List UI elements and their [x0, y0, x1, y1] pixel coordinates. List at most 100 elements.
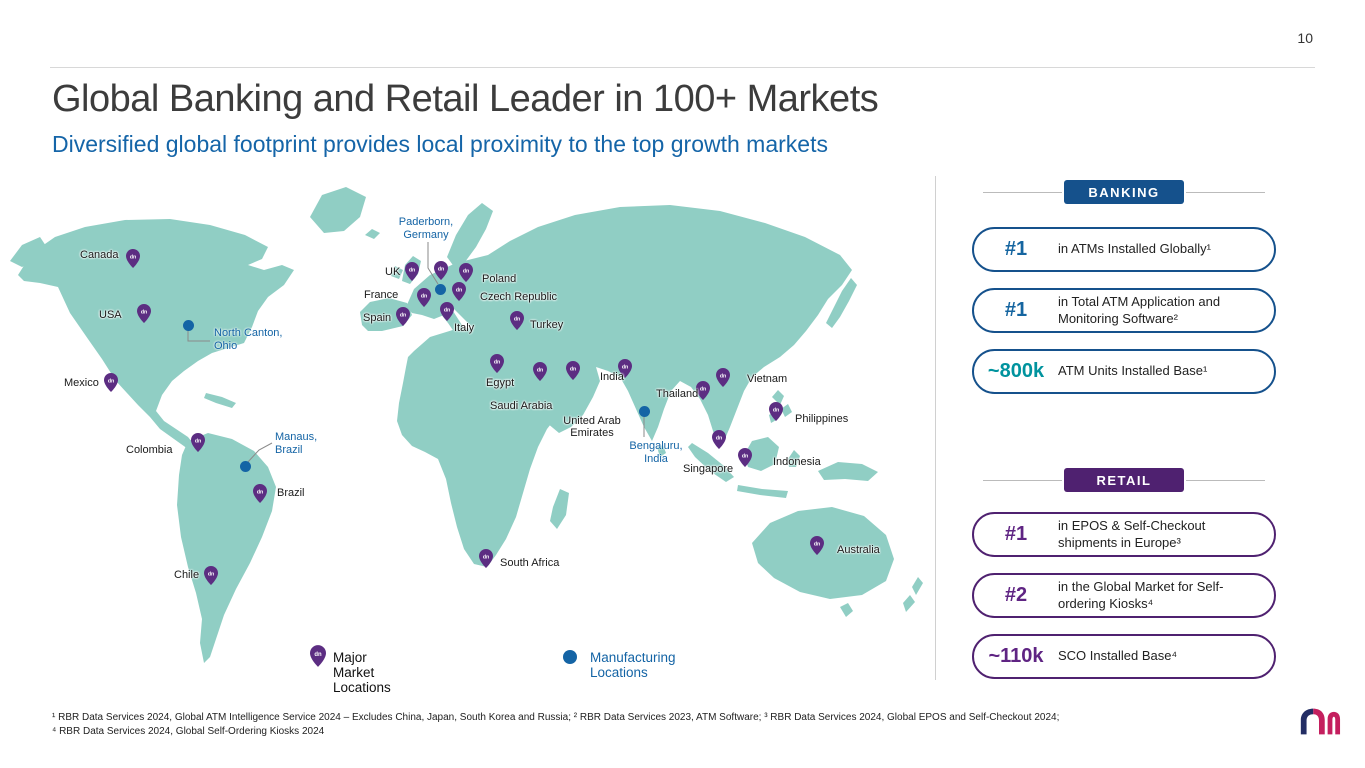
map-label-thailand: Thailand: [656, 388, 699, 400]
continent-north-america: [18, 219, 294, 449]
svg-text:dn: dn: [494, 360, 500, 366]
svg-text:dn: dn: [400, 313, 406, 319]
map-pin-spain: dn: [396, 307, 410, 326]
stat-value: #1: [1004, 299, 1028, 321]
map-pin-colombia: dn: [191, 433, 205, 452]
map-pin-mexico: dn: [104, 373, 118, 392]
manufacturing-label-manaus-brazil: Manaus, Brazil: [275, 431, 318, 456]
map-label-czech-republic: Czech Republic: [480, 291, 558, 303]
stat-value: #2: [1004, 584, 1028, 606]
svg-text:dn: dn: [438, 267, 444, 273]
island-sumatra: [688, 443, 734, 482]
map-label-italy: Italy: [454, 322, 475, 334]
footnote-line-1: ¹ RBR Data Services 2024, Global ATM Int…: [52, 712, 1060, 723]
map-label-colombia: Colombia: [126, 444, 173, 456]
map-label-uk: UK: [385, 266, 401, 278]
svg-text:dn: dn: [314, 652, 322, 658]
map-pin-united-arab-emirates: dn: [566, 361, 580, 380]
stat-description: in ATMs Installed Globally¹: [1058, 241, 1211, 257]
map-pin-saudi-arabia: dn: [533, 362, 547, 381]
slide-subtitle: Diversified global footprint provides lo…: [52, 131, 828, 157]
continent-eurasia: [406, 205, 852, 445]
stat-value: #1: [1004, 238, 1028, 260]
manufacturing-label-paderborn-germany: Paderborn, Germany: [398, 216, 454, 241]
map-pin-egypt: dn: [490, 354, 504, 373]
continent-alaska: [10, 237, 48, 267]
map-label-france: France: [364, 289, 399, 301]
island-greenland: [310, 187, 366, 233]
map-label-brazil: Brazil: [277, 487, 305, 499]
manufacturing-dot-icon: [563, 650, 577, 664]
dn-logo-svg: [1300, 708, 1341, 735]
island-tasmania: [840, 603, 853, 617]
map-pin-uk: dn: [405, 262, 419, 281]
manufacturing-dot-manaus-brazil: [239, 460, 251, 472]
map-label-philippines: Philippines: [795, 413, 849, 425]
map-pin-turkey: dn: [510, 311, 524, 330]
map-label-australia: Australia: [837, 544, 880, 556]
island-borneo: [744, 437, 779, 471]
map-pin-philippines: dn: [769, 402, 783, 421]
major-market-pin-icon: dn: [310, 645, 326, 672]
retail-stat-epos-shipments: #1 in EPOS & Self-Checkout shipments in …: [972, 512, 1276, 557]
map-label-united-arab-emirates: United Arab Emirates: [563, 415, 621, 440]
svg-text:dn: dn: [456, 288, 462, 294]
svg-text:dn: dn: [622, 365, 628, 371]
islands-philippines: [769, 390, 792, 423]
connector-manaus-brazil: [246, 442, 273, 464]
stat-value: ~800k: [987, 360, 1045, 382]
map-pin-poland: dn: [459, 263, 473, 282]
map-label-vietnam: Vietnam: [747, 373, 788, 385]
footnote-line-2: ⁴ RBR Data Services 2024, Global Self-Or…: [52, 726, 325, 737]
svg-text:dn: dn: [444, 308, 450, 314]
island-madagascar: [550, 489, 569, 529]
continent-south-america: [177, 433, 276, 663]
banking-stat-atms-installed: #1 in ATMs Installed Globally¹: [972, 227, 1276, 272]
retail-badge-line-left: [983, 480, 1062, 481]
island-sulawesi: [788, 450, 800, 467]
map-pin-canada: dn: [126, 249, 140, 268]
manufacturing-dot-north-canton-ohio: [182, 319, 194, 331]
banking-badge-line-right: [1186, 192, 1265, 193]
island-great-britain: [402, 256, 421, 284]
retail-section-badge: RETAIL: [1064, 468, 1184, 492]
region-scandinavia: [447, 203, 493, 268]
map-pin-czech-republic: dn: [452, 282, 466, 301]
svg-text:dn: dn: [716, 436, 722, 442]
banking-badge-line-left: [983, 192, 1062, 193]
map-pin-chile: dn: [204, 566, 218, 585]
map-label-south-africa: South Africa: [500, 557, 560, 569]
legend-manufacturing-label: Manufacturing Locations: [590, 650, 676, 680]
svg-text:dn: dn: [463, 269, 469, 275]
map-label-indonesia: Indonesia: [773, 456, 821, 468]
continent-australia: [752, 507, 894, 599]
map-label-india: India: [600, 371, 624, 383]
banking-section-badge: BANKING: [1064, 180, 1184, 204]
island-new-guinea: [818, 462, 878, 481]
svg-text:dn: dn: [141, 310, 147, 316]
svg-text:dn: dn: [720, 374, 726, 380]
region-italy: [440, 306, 473, 346]
svg-text:dn: dn: [514, 317, 520, 323]
manufacturing-label-north-canton-ohio: North Canton, Ohio: [214, 327, 283, 352]
region-iberia: [360, 298, 412, 331]
svg-text:dn: dn: [700, 387, 706, 393]
islands-new-zealand: [903, 577, 923, 612]
connector-paderborn-germany: [427, 242, 439, 285]
footnotes: ¹ RBR Data Services 2024, Global ATM Int…: [52, 711, 1059, 739]
map-label-poland: Poland: [482, 273, 517, 285]
banking-stat-installed-base: ~800k ATM Units Installed Base¹: [972, 349, 1276, 394]
top-divider: [50, 67, 1315, 68]
svg-text:dn: dn: [195, 439, 201, 445]
map-pin-vietnam: dn: [716, 368, 730, 387]
legend-major-label: Major Market Locations: [333, 650, 391, 695]
manufacturing-dot-bengaluru-india: [638, 405, 650, 417]
svg-text:dn: dn: [409, 268, 415, 274]
map-pin-germany: dn: [434, 261, 448, 280]
map-pin-italy: dn: [440, 302, 454, 321]
stat-description: in the Global Market for Self-ordering K…: [1058, 578, 1224, 611]
map-label-chile: Chile: [174, 569, 200, 581]
map-label-saudi-arabia: Saudi Arabia: [490, 400, 553, 412]
slide-title: Global Banking and Retail Leader in 100+…: [52, 78, 879, 120]
map-label-egypt: Egypt: [486, 377, 515, 389]
